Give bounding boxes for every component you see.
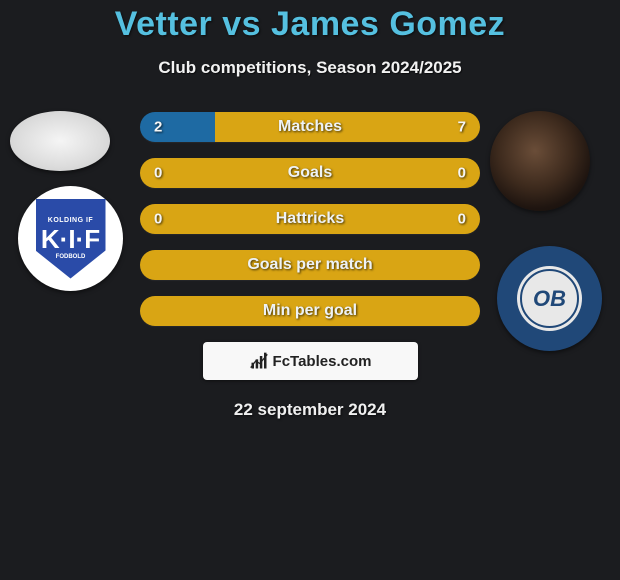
team-crest-right: OB [517, 266, 582, 331]
content-area: KOLDING IF K·I·F FODBOLD OB 2 7 Matches 0 0 G… [0, 106, 620, 420]
stat-value-left: 0 [154, 165, 162, 182]
team-left-sub: FODBOLD [56, 254, 86, 260]
chart-icon [249, 351, 269, 371]
page-title: Vetter vs James Gomez [0, 5, 620, 44]
stat-bar-left [140, 112, 215, 142]
stat-label: Min per goal [263, 302, 357, 320]
team-badge-right: OB [497, 246, 602, 351]
stat-row: Goals per match [140, 250, 480, 280]
date-text: 22 september 2024 [0, 400, 620, 420]
comparison-card: Vetter vs James Gomez Club competitions,… [0, 0, 620, 420]
team-crest-left: KOLDING IF K·I·F FODBOLD [36, 199, 106, 279]
stat-label: Hattricks [276, 210, 344, 228]
stat-row: 2 7 Matches [140, 112, 480, 142]
team-badge-left: KOLDING IF K·I·F FODBOLD [18, 186, 123, 291]
stat-value-left: 0 [154, 211, 162, 228]
stat-value-left: 2 [154, 119, 162, 136]
watermark: FcTables.com [203, 342, 418, 380]
stat-row: Min per goal [140, 296, 480, 326]
stat-label: Goals per match [247, 256, 372, 274]
subtitle: Club competitions, Season 2024/2025 [0, 58, 620, 78]
team-left-initials: K·I·F [41, 226, 100, 252]
stat-value-right: 7 [458, 119, 466, 136]
stat-bar-right [215, 112, 480, 142]
stat-label: Goals [288, 164, 332, 182]
stat-row: 0 0 Goals [140, 158, 480, 188]
watermark-label: FcTables.com [273, 353, 372, 370]
team-right-initials: OB [533, 286, 566, 312]
stat-label: Matches [278, 118, 342, 136]
stat-value-right: 0 [458, 211, 466, 228]
avatar-player-left [10, 111, 110, 171]
stat-value-right: 0 [458, 165, 466, 182]
avatar-player-right [490, 111, 590, 211]
team-left-name: KOLDING IF [48, 217, 93, 224]
stats-list: 2 7 Matches 0 0 Goals 0 0 Hattricks Goals per mat… [140, 106, 480, 326]
stat-row: 0 0 Hattricks [140, 204, 480, 234]
